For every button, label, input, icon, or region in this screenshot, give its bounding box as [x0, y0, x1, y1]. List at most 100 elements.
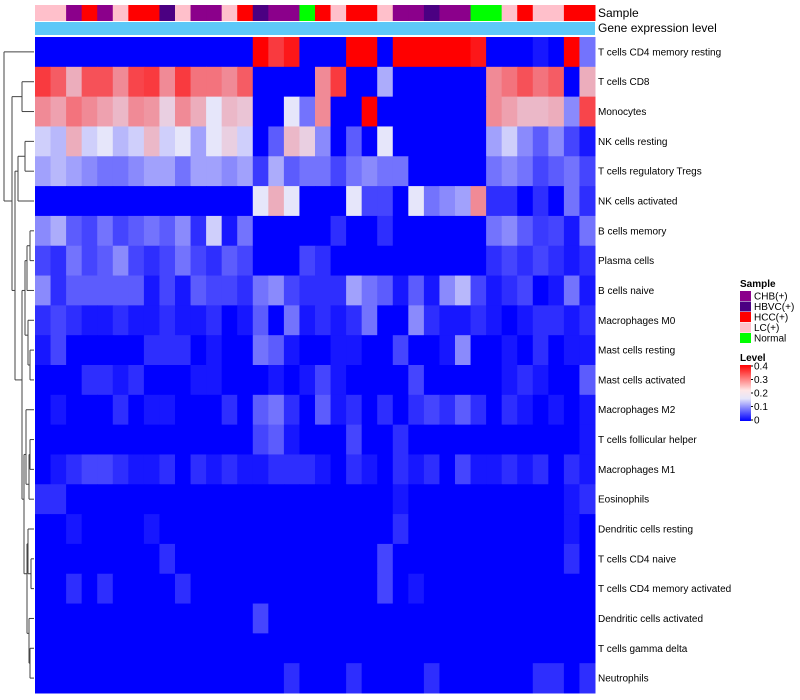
- heatmap-cell: [81, 424, 98, 455]
- heatmap-cell: [237, 96, 254, 127]
- heatmap-cell: [330, 633, 347, 664]
- heatmap-cell: [237, 245, 254, 277]
- heatmap-cell: [159, 66, 176, 98]
- heatmap-cell: [579, 126, 596, 157]
- heatmap-cell: [128, 633, 145, 664]
- heatmap-cell: [517, 335, 534, 366]
- heatmap-cell: [268, 663, 285, 694]
- heatmap-cell: [143, 37, 160, 68]
- heatmap-cell: [128, 484, 145, 515]
- heatmap-cell: [175, 663, 192, 694]
- heatmap-cell: [81, 245, 98, 277]
- heatmap-cell: [283, 305, 300, 336]
- heatmap-cell: [35, 335, 52, 366]
- heatmap-cell: [392, 543, 409, 575]
- heatmap-cell: [408, 96, 425, 127]
- heatmap-cell: [50, 245, 67, 277]
- heatmap-cell: [283, 424, 300, 455]
- heatmap-cell: [455, 543, 472, 575]
- heatmap-cell: [252, 454, 269, 485]
- heatmap-cell: [97, 156, 114, 187]
- heatmap-cell: [175, 633, 192, 664]
- heatmap-cell: [361, 305, 378, 336]
- heatmap-cell: [97, 484, 114, 515]
- heatmap-cell: [423, 96, 440, 127]
- heatmap-cell: [112, 603, 129, 634]
- heatmap-cell: [128, 66, 145, 98]
- heatmap-cell: [97, 186, 114, 217]
- heatmap-cell: [252, 126, 269, 157]
- heatmap-cell: [66, 96, 83, 127]
- heatmap-cell: [501, 633, 518, 664]
- heatmap-cell: [315, 365, 332, 396]
- heatmap-cell: [50, 543, 67, 575]
- heatmap-cell: [252, 66, 269, 98]
- heatmap-cell: [143, 215, 160, 247]
- heatmap-cell: [361, 365, 378, 396]
- heatmap-cell: [237, 66, 254, 98]
- heatmap-cell: [377, 424, 394, 455]
- heatmap-cell: [81, 633, 98, 664]
- heatmap-cell: [299, 96, 316, 127]
- heatmap-cell: [532, 37, 549, 68]
- heatmap-cell: [532, 96, 549, 127]
- heatmap-cell: [548, 37, 565, 68]
- heatmap-cell: [283, 484, 300, 515]
- heatmap-cell: [532, 305, 549, 336]
- heatmap-cell: [159, 186, 176, 217]
- heatmap-cell: [190, 275, 207, 306]
- heatmap-cell: [112, 633, 129, 664]
- heatmap-cell: [299, 335, 316, 366]
- heatmap-cell: [563, 514, 580, 545]
- heatmap-cell: [299, 215, 316, 247]
- heatmap-cell: [190, 66, 207, 98]
- heatmap-cell: [221, 424, 238, 455]
- heatmap-cell: [112, 454, 129, 485]
- heatmap-cell: [486, 543, 503, 575]
- heatmap-cell: [66, 514, 83, 545]
- heatmap-cell: [330, 126, 347, 157]
- row-label: T cells CD8: [598, 77, 650, 88]
- heatmap-cells: [35, 37, 596, 694]
- heatmap-cell: [470, 603, 487, 634]
- heatmap-cell: [315, 633, 332, 664]
- heatmap-cell: [81, 335, 98, 366]
- heatmap-cell: [175, 186, 192, 217]
- heatmap-cell: [563, 66, 580, 98]
- heatmap-cell: [159, 633, 176, 664]
- heatmap-cell: [159, 126, 176, 157]
- sample-annotation-cell: [361, 5, 378, 21]
- heatmap-cell: [330, 275, 347, 306]
- heatmap-cell: [268, 186, 285, 217]
- heatmap-cell: [35, 66, 52, 98]
- heatmap-cell: [143, 365, 160, 396]
- heatmap-cell: [283, 663, 300, 694]
- heatmap-cell: [252, 335, 269, 366]
- heatmap-cell: [35, 186, 52, 217]
- heatmap-cell: [66, 424, 83, 455]
- heatmap-cell: [112, 543, 129, 575]
- gene-expression-level-bar: [35, 22, 595, 35]
- heatmap-cell: [423, 215, 440, 247]
- heatmap-cell: [439, 37, 456, 68]
- heatmap-cell: [50, 66, 67, 98]
- heatmap-cell: [579, 305, 596, 336]
- sample-annotation-cell: [175, 5, 192, 21]
- heatmap-cell: [66, 37, 83, 68]
- heatmap-cell: [532, 454, 549, 485]
- row-label: Dendritic cells activated: [598, 614, 703, 625]
- heatmap-cell: [50, 514, 67, 545]
- heatmap-cell: [190, 335, 207, 366]
- heatmap-cell: [408, 603, 425, 634]
- heatmap-cell: [470, 543, 487, 575]
- heatmap-cell: [268, 365, 285, 396]
- heatmap-cell: [346, 514, 363, 545]
- heatmap-cell: [206, 275, 223, 306]
- heatmap-cell: [346, 245, 363, 277]
- heatmap-cell: [408, 573, 425, 605]
- heatmap-cell: [486, 424, 503, 455]
- heatmap-cell: [97, 573, 114, 605]
- heatmap-cell: [377, 37, 394, 68]
- heatmap-cell: [299, 484, 316, 515]
